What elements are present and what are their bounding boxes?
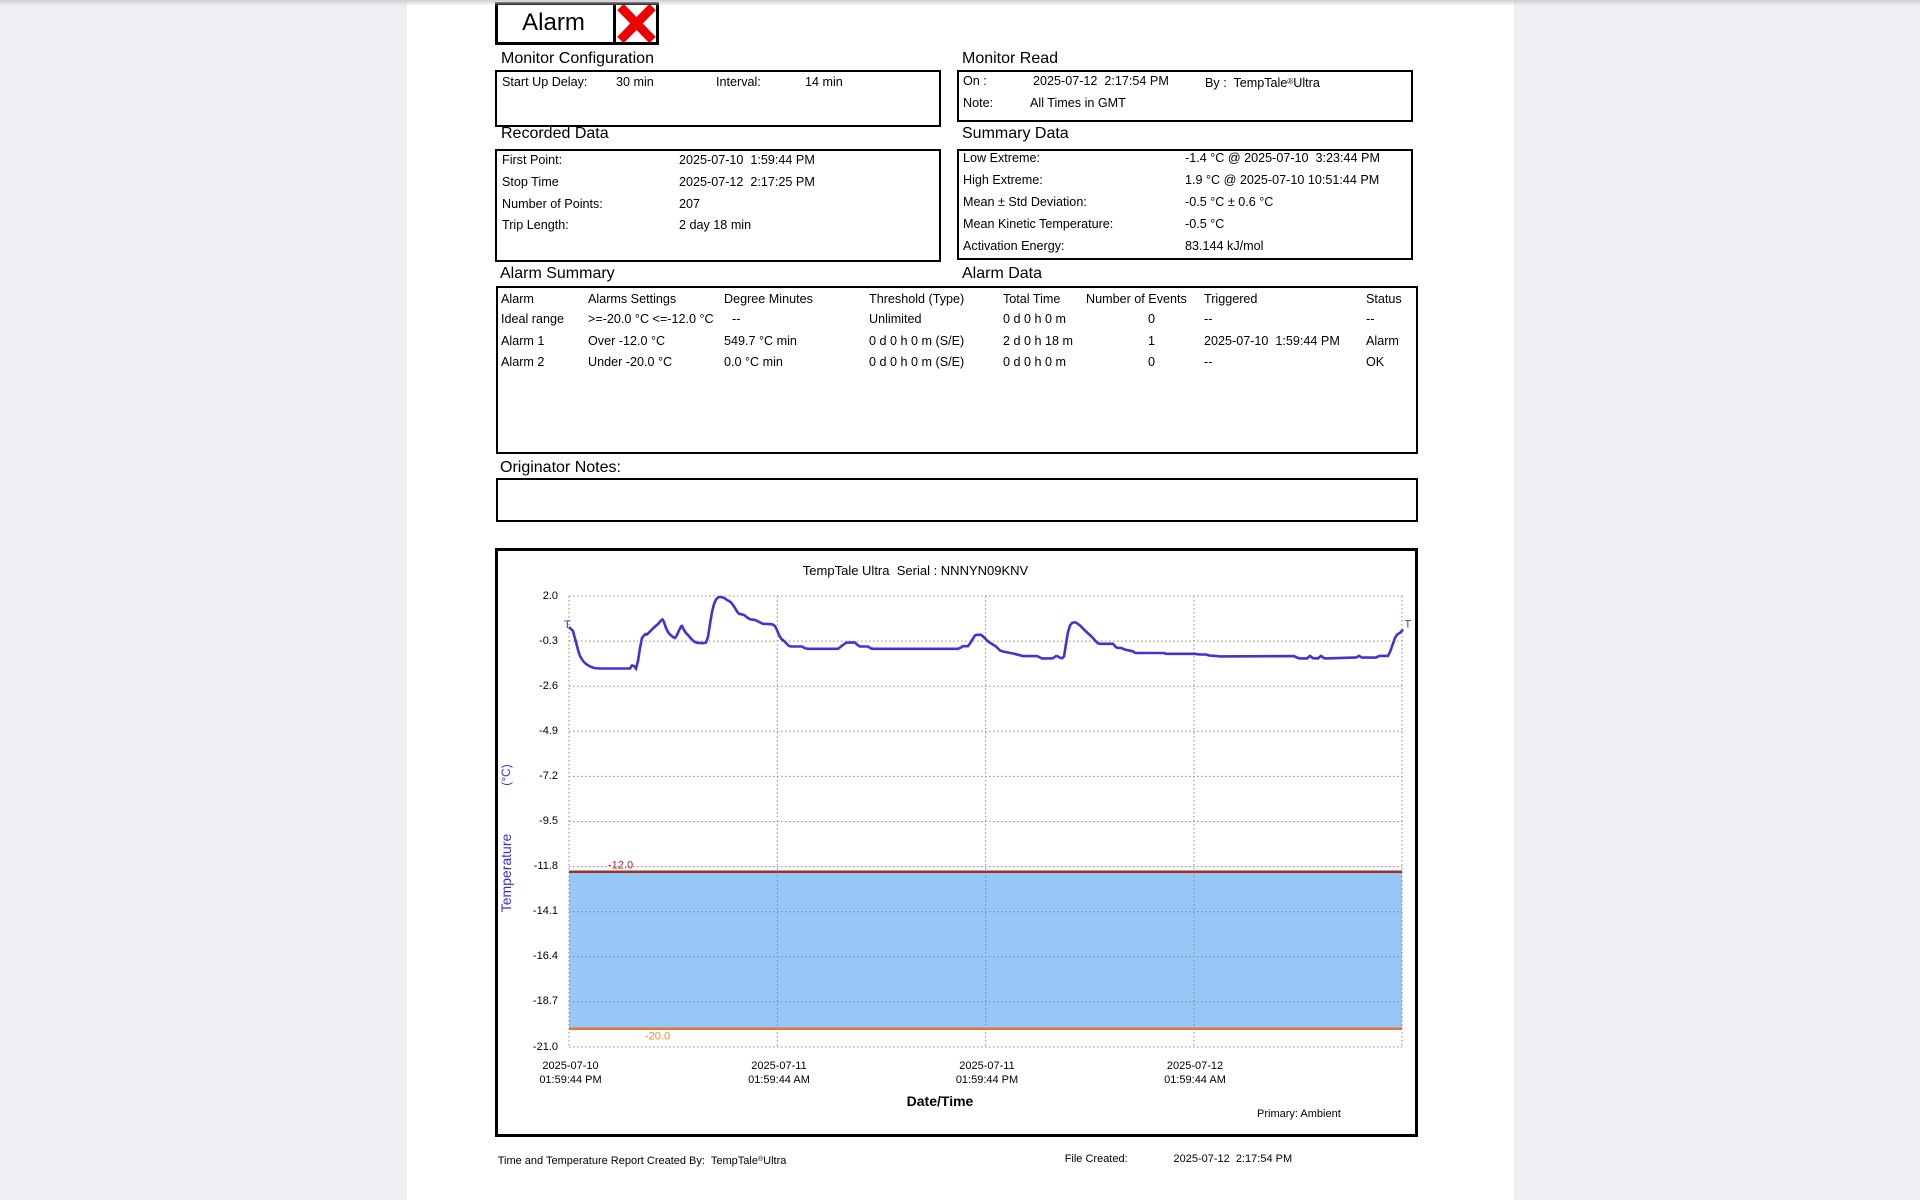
svg-text:T: T bbox=[564, 619, 571, 631]
svg-text:-20.0: -20.0 bbox=[645, 1030, 670, 1042]
svg-text:-12.0: -12.0 bbox=[608, 859, 633, 871]
svg-text:T: T bbox=[1405, 619, 1412, 631]
